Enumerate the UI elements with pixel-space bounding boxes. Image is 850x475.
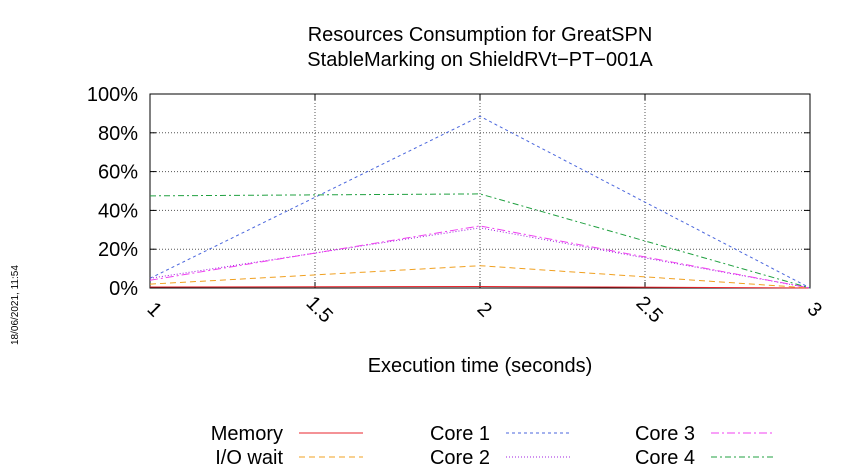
y-tick-label: 100% <box>87 84 138 106</box>
legend-label-core-2: Core 2 <box>430 447 490 469</box>
series-line-i-o-wait <box>149 265 811 289</box>
series-line-core-1 <box>149 115 811 289</box>
series-line-core-2 <box>149 227 811 289</box>
legend-label-memory: Memory <box>211 423 283 445</box>
y-tick-label: 20% <box>98 239 138 261</box>
legend-label-core-1: Core 1 <box>430 423 490 445</box>
series-lines <box>149 115 811 289</box>
grid-lines <box>150 94 810 288</box>
chart-title: Resources Consumption for GreatSPN <box>308 24 653 46</box>
x-tick-label: 1.5 <box>302 292 337 327</box>
y-tick-label: 60% <box>98 162 138 184</box>
x-tick-label: 2.5 <box>632 292 667 327</box>
x-axis-label: Execution time (seconds) <box>368 355 593 377</box>
y-axis-ticks: 0% 20% 40% 60% 80% 100% <box>87 84 810 300</box>
legend-label-core-3: Core 3 <box>635 423 695 445</box>
y-tick-label: 80% <box>98 123 138 145</box>
y-tick-label: 40% <box>98 200 138 222</box>
y-tick-label: 0% <box>109 278 138 300</box>
legend-label-i-o-wait: I/O wait <box>215 447 283 469</box>
chart-subtitle: StableMarking on ShieldRVt−PT−001A <box>307 49 653 71</box>
legend-label-core-4: Core 4 <box>635 447 695 469</box>
series-line-memory <box>149 285 811 289</box>
x-tick-label: 1 <box>143 298 166 321</box>
x-tick-label: 2 <box>473 298 496 321</box>
x-tick-label: 3 <box>803 298 826 321</box>
